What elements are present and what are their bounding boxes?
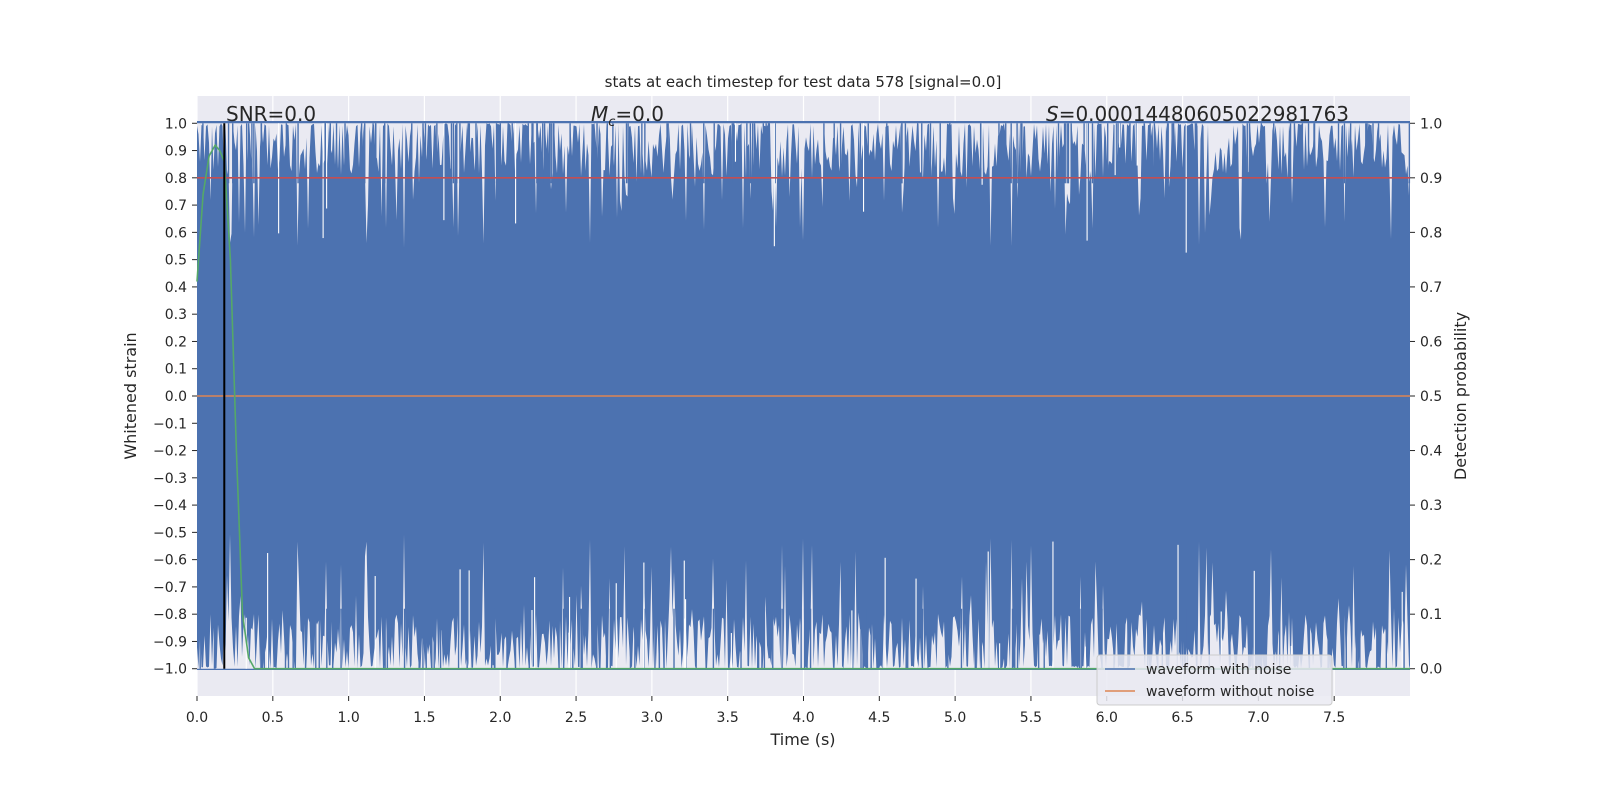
y-tick-label-right: 0.3 <box>1420 498 1442 514</box>
y-tick-label-right: 0.0 <box>1420 662 1442 678</box>
s-annotation: S=0.00014480605022981763 <box>1046 102 1349 126</box>
series-layer <box>196 123 1410 670</box>
y-tick-label-right: 0.9 <box>1420 171 1442 187</box>
s-value: =0.00014480605022981763 <box>1059 102 1349 126</box>
y-tick-label-right: 0.2 <box>1420 553 1442 569</box>
y-axis-label-left: Whitened strain <box>121 332 140 459</box>
y-tick-label-left: −0.2 <box>153 444 187 460</box>
noise-peaks <box>197 123 1411 669</box>
x-tick-label: 1.5 <box>413 710 435 726</box>
y-tick-label-left: 0.1 <box>165 362 187 378</box>
y-tick-label-left: 0.6 <box>165 225 187 241</box>
x-tick-label: 6.0 <box>1096 710 1118 726</box>
x-tick-label: 4.0 <box>792 710 814 726</box>
y-tick-label-left: −0.7 <box>153 580 187 596</box>
x-tick-label: 1.0 <box>337 710 359 726</box>
mc-annotation: Mc=0.0 <box>591 102 664 130</box>
y-tick-label-left: 1.0 <box>165 116 187 132</box>
x-tick-label: 6.5 <box>1171 710 1193 726</box>
y-tick-label-left: −0.9 <box>153 634 187 650</box>
y-ticks-left: 1.0 0.9 0.8 0.7 0.6 0.5 0.4 0.3 0.2 0.1 0.0 −0.1 −0.… <box>153 116 197 678</box>
y-tick-label-left: 0.3 <box>165 307 187 323</box>
y-tick-label-left: 0.8 <box>165 171 187 187</box>
noise-bottom-edge <box>197 534 1410 669</box>
legend: waveform with noise waveform without noi… <box>1096 654 1333 706</box>
x-tick-label: 0.5 <box>262 710 284 726</box>
legend-label-clean: waveform without noise <box>1146 684 1314 700</box>
mc-symbol: M <box>591 102 608 126</box>
legend-box <box>1096 654 1333 706</box>
x-tick-label: 5.5 <box>1020 710 1042 726</box>
x-tick-label: 3.0 <box>641 710 663 726</box>
x-tick-label: 2.5 <box>565 710 587 726</box>
legend-label-noise: waveform with noise <box>1146 662 1291 678</box>
x-tick-label: 5.0 <box>944 710 966 726</box>
chart-title: stats at each timestep for test data 578… <box>605 73 1002 91</box>
y-tick-label-left: −0.6 <box>153 553 187 569</box>
y-tick-label-left: 0.4 <box>165 280 187 296</box>
y-tick-label-left: 0.9 <box>165 144 187 160</box>
mc-subscript: c <box>608 115 615 130</box>
y-tick-label-left: −0.1 <box>153 416 187 432</box>
y-ticks-right: 1.0 0.9 0.8 0.7 0.6 0.5 0.4 0.3 0.2 0.1 0.0 <box>1410 116 1442 678</box>
y-tick-label-right: 0.6 <box>1420 334 1442 350</box>
y-tick-label-left: −0.5 <box>153 525 187 541</box>
y-tick-label-right: 0.7 <box>1420 280 1442 296</box>
y-axis-label-right: Detection probability <box>1451 312 1470 480</box>
y-tick-label-left: −0.4 <box>153 498 187 514</box>
y-tick-label-right: 0.4 <box>1420 444 1442 460</box>
x-tick-label: 3.5 <box>717 710 739 726</box>
snr-annotation: SNR=0.0 <box>226 102 316 126</box>
y-tick-label-right: 0.8 <box>1420 225 1442 241</box>
x-tick-label: 0.0 <box>186 710 208 726</box>
y-tick-label-left: −1.0 <box>153 662 187 678</box>
series-line-3 <box>196 143 1410 670</box>
y-tick-label-right: 0.5 <box>1420 389 1442 405</box>
y-tick-label-left: 0.0 <box>165 389 187 405</box>
x-ticks: 0.0 0.5 1.0 1.5 2.0 2.5 3.0 3.5 4.0 4.5 5.0 5.5 6.0 6… <box>186 696 1345 726</box>
y-tick-label-right: 1.0 <box>1420 116 1442 132</box>
y-tick-label-right: 0.1 <box>1420 607 1442 623</box>
x-tick-label: 7.0 <box>1247 710 1269 726</box>
y-tick-label-left: −0.8 <box>153 607 187 623</box>
mc-value: =0.0 <box>615 102 664 126</box>
y-tick-label-left: 0.2 <box>165 334 187 350</box>
y-tick-label-left: 0.7 <box>165 198 187 214</box>
noise-top-edge <box>197 123 1410 248</box>
x-axis-label: Time (s) <box>769 730 835 749</box>
s-symbol: S <box>1046 102 1059 126</box>
y-tick-label-left: −0.3 <box>153 471 187 487</box>
x-tick-label: 2.0 <box>489 710 511 726</box>
y-tick-label-left: 0.5 <box>165 253 187 269</box>
x-tick-label: 4.5 <box>868 710 890 726</box>
x-tick-label: 7.5 <box>1323 710 1345 726</box>
